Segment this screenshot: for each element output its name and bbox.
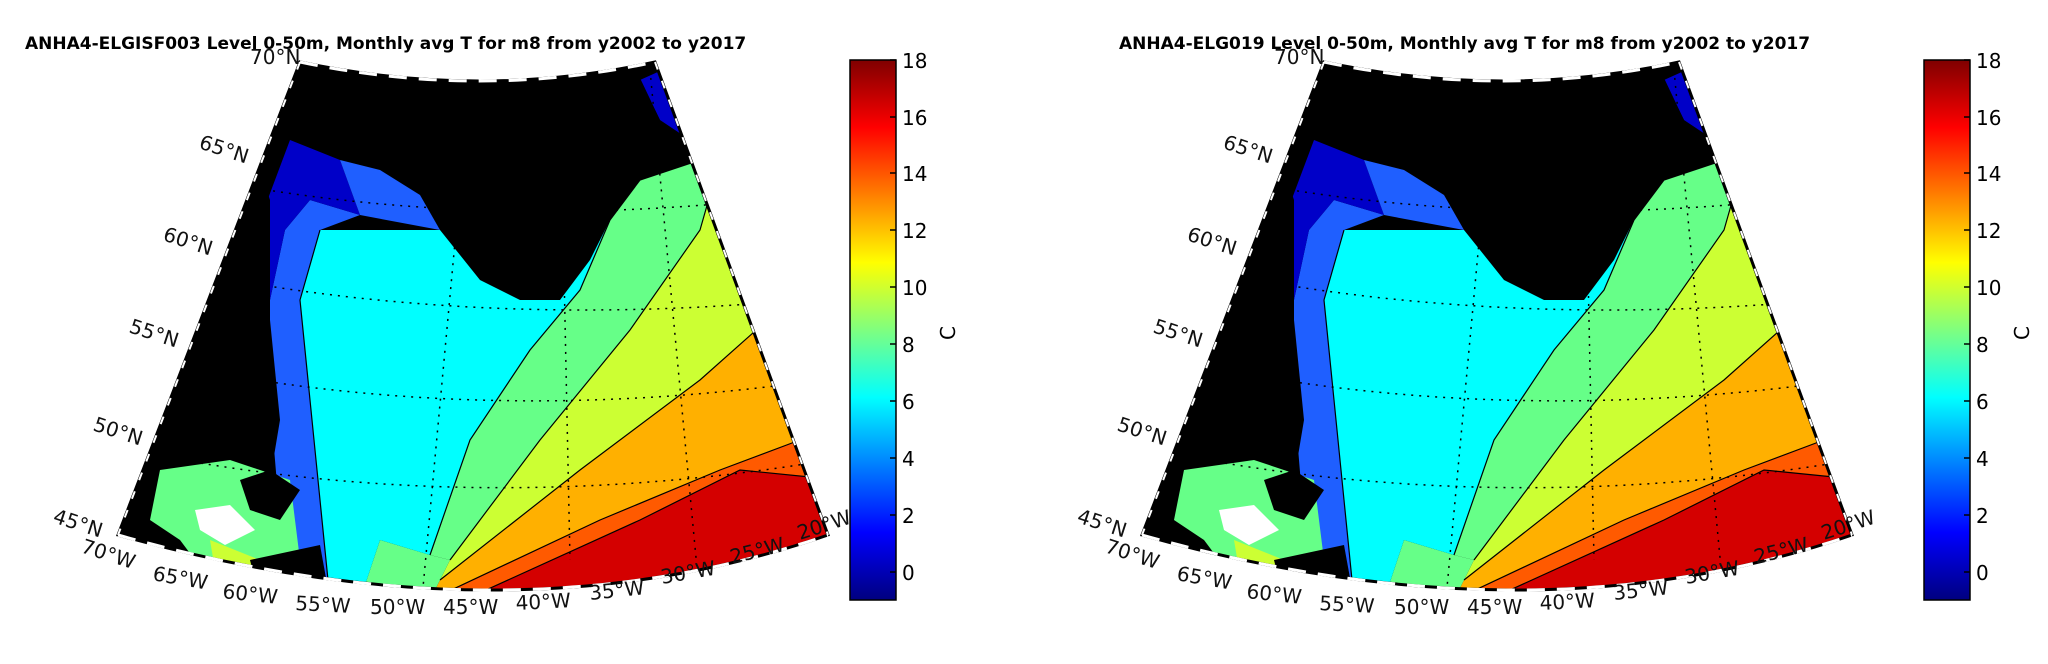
colorbar-tick-label: 14 — [902, 162, 927, 186]
lat-label: 45°N — [1074, 504, 1129, 542]
colorbar-tick-label: 6 — [1976, 390, 1989, 414]
colorbar-tick-label: 10 — [902, 276, 927, 300]
lon-label: 60°W — [1245, 579, 1303, 609]
lat-label: 60°N — [1184, 222, 1239, 260]
colorbar-tick-label: 10 — [1976, 276, 2001, 300]
colorbar-tick-label: 18 — [1976, 49, 2001, 73]
colorbar-tick-label: 8 — [1976, 333, 1989, 357]
colorbar — [1923, 59, 1971, 601]
lon-label: 40°W — [515, 588, 572, 615]
colorbar-tick-label: 2 — [1976, 504, 1989, 528]
colorbar-unit-label: C — [2010, 326, 2034, 340]
lon-label: 40°W — [1539, 588, 1596, 615]
colorbar-tick-label: 4 — [902, 447, 915, 471]
lat-label: 70°N — [1274, 45, 1324, 69]
colorbar-tick-label: 8 — [902, 333, 915, 357]
map-svg: ANHA4-ELGISF003 Level 0-50m, Monthly avg… — [25, 34, 960, 619]
lat-label: 45°N — [50, 504, 105, 542]
colorbar-tick-label: 12 — [902, 219, 927, 243]
colorbar-tick-label: 0 — [902, 561, 915, 585]
lon-label: 55°W — [1319, 591, 1376, 618]
map-panel-right: ANHA4-ELG019 Level 0-50m, Monthly avg T … — [1024, 0, 2048, 664]
lat-label: 55°N — [126, 314, 181, 352]
lon-label: 50°W — [1394, 595, 1449, 619]
map-svg: ANHA4-ELG019 Level 0-50m, Monthly avg T … — [1074, 34, 2034, 619]
colorbar-tick-label: 14 — [1976, 162, 2001, 186]
lon-label: 65°W — [1175, 561, 1234, 594]
lon-label: 55°W — [295, 591, 352, 618]
lon-label: 70°W — [78, 534, 138, 574]
lat-label: 70°N — [250, 45, 300, 69]
colorbar-tick-label: 6 — [902, 390, 915, 414]
lon-label: 35°W — [588, 575, 646, 605]
colorbar-unit-label: C — [936, 326, 960, 340]
lon-label: 65°W — [151, 561, 210, 594]
lon-label: 50°W — [370, 595, 425, 619]
colorbar-tick-label: 4 — [1976, 447, 1989, 471]
map-panel-left: ANHA4-ELGISF003 Level 0-50m, Monthly avg… — [25, 34, 960, 619]
lat-label: 60°N — [160, 222, 215, 260]
colorbar-tick-label: 16 — [902, 106, 927, 130]
colorbar-tick-label: 2 — [902, 504, 915, 528]
colorbar-tick-label: 12 — [1976, 219, 2001, 243]
colorbar-tick-label: 0 — [1976, 561, 1989, 585]
lat-label: 65°N — [1220, 130, 1275, 168]
colorbar — [849, 59, 897, 601]
lon-label: 45°W — [1467, 595, 1522, 619]
chart-title: ANHA4-ELGISF003 Level 0-50m, Monthly avg… — [25, 34, 746, 54]
lon-label: 70°W — [1102, 534, 1162, 574]
lat-label: 65°N — [196, 130, 251, 168]
colorbar-tick-label: 16 — [1976, 106, 2001, 130]
colorbar-tick-label: 18 — [902, 49, 927, 73]
chart-title: ANHA4-ELG019 Level 0-50m, Monthly avg T … — [1119, 34, 1810, 54]
lon-label: 60°W — [221, 579, 279, 609]
colorbar-ticks — [890, 59, 896, 573]
colorbar-ticks — [1964, 59, 1970, 573]
lon-label: 35°W — [1612, 575, 1670, 605]
lat-label: 50°N — [90, 412, 145, 450]
lat-label: 50°N — [1114, 412, 1169, 450]
lat-label: 55°N — [1150, 314, 1205, 352]
lon-label: 45°W — [443, 595, 498, 619]
